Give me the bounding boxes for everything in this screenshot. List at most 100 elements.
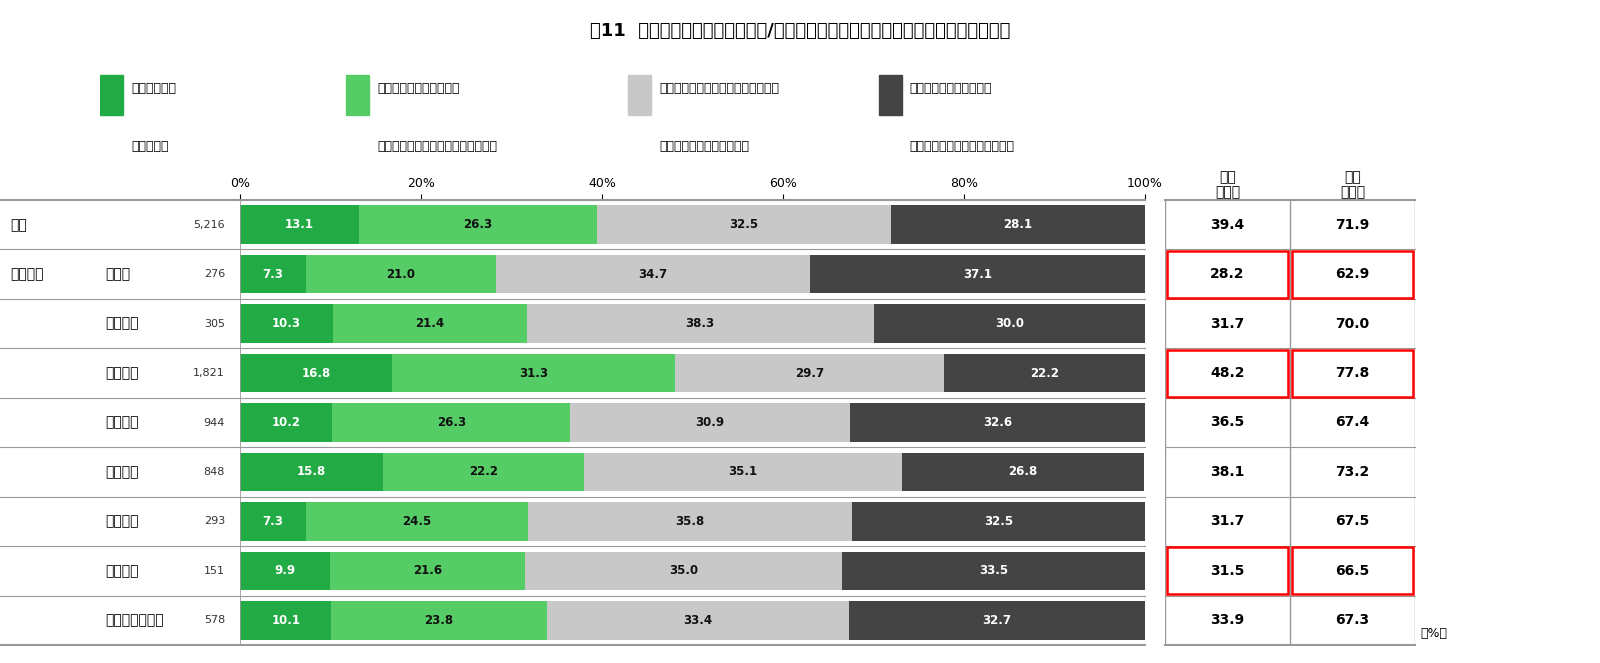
Bar [392, 354, 675, 392]
Text: 28.2: 28.2 [1210, 267, 1245, 281]
Text: 名称: 名称 [1344, 170, 1362, 184]
Text: 944: 944 [203, 418, 226, 428]
Text: 認知率: 認知率 [1339, 186, 1365, 200]
Text: 7.3: 7.3 [262, 515, 283, 528]
Text: 67.3: 67.3 [1336, 613, 1370, 627]
Bar [240, 206, 358, 244]
Bar [850, 601, 1146, 640]
Bar [944, 354, 1146, 392]
Text: 33.5: 33.5 [979, 564, 1008, 577]
Text: 35.1: 35.1 [728, 465, 757, 479]
Text: 77.8: 77.8 [1336, 366, 1370, 380]
Text: 71.9: 71.9 [1336, 217, 1370, 232]
Text: 16.8: 16.8 [301, 367, 331, 379]
Text: 北海道: 北海道 [106, 267, 130, 281]
Bar [878, 76, 901, 115]
Text: 37.1: 37.1 [963, 268, 992, 280]
Bar [240, 304, 333, 343]
Text: 知っている: 知っている [131, 141, 170, 153]
Text: 四国地方: 四国地方 [106, 564, 139, 578]
Text: 578: 578 [203, 615, 226, 625]
Text: 図11  エリア別、ダイバーシティ/ダイバーシティ＆インクルージョンに対する認知: 図11 エリア別、ダイバーシティ/ダイバーシティ＆インクルージョンに対する認知 [590, 22, 1010, 40]
Text: 67.5: 67.5 [1336, 514, 1370, 528]
Text: 31.7: 31.7 [1210, 317, 1245, 331]
Text: 22.2: 22.2 [1030, 367, 1059, 379]
Bar [850, 403, 1146, 442]
Text: 48.2: 48.2 [1210, 366, 1245, 380]
Text: 39.4: 39.4 [1210, 217, 1245, 232]
Bar [891, 206, 1146, 244]
Text: 23.8: 23.8 [424, 614, 454, 627]
Text: 意味や定義はなんとなく知っている: 意味や定義はなんとなく知っている [378, 141, 498, 153]
Text: 31.7: 31.7 [1210, 514, 1245, 528]
Bar [901, 453, 1144, 491]
Bar [1293, 547, 1413, 594]
Bar [99, 76, 123, 115]
Text: 276: 276 [203, 269, 226, 279]
Bar [330, 552, 525, 590]
Text: 正しいか確認はないが、: 正しいか確認はないが、 [378, 82, 459, 95]
Text: 32.6: 32.6 [982, 416, 1013, 429]
Bar [306, 255, 496, 294]
Bar [570, 403, 850, 442]
Bar [240, 453, 382, 491]
Text: 31.5: 31.5 [1210, 564, 1245, 578]
Text: 全体: 全体 [10, 217, 27, 232]
Text: 32.5: 32.5 [730, 218, 758, 231]
Bar [333, 403, 570, 442]
Text: 35.8: 35.8 [675, 515, 704, 528]
Text: 認知率: 認知率 [1214, 186, 1240, 200]
Bar [240, 502, 306, 540]
Text: 21.0: 21.0 [387, 268, 416, 280]
Text: 近畿地方: 近畿地方 [106, 465, 139, 479]
Text: 21.4: 21.4 [416, 317, 445, 330]
Bar [240, 552, 330, 590]
Bar [874, 304, 1146, 343]
Bar [240, 255, 306, 294]
Text: 30.0: 30.0 [995, 317, 1024, 330]
Bar [675, 354, 944, 392]
Bar [842, 552, 1146, 590]
Bar [240, 403, 333, 442]
Text: 15.8: 15.8 [298, 465, 326, 479]
Bar [331, 601, 547, 640]
Text: （%）: （%） [1421, 627, 1446, 640]
Text: 意味や定義までは知らない: 意味や定義までは知らない [659, 141, 749, 153]
Text: 意味や定義はわからず、: 意味や定義はわからず、 [910, 82, 992, 95]
Text: 21.6: 21.6 [413, 564, 442, 577]
Text: 10.2: 10.2 [272, 416, 301, 429]
Text: 62.9: 62.9 [1336, 267, 1370, 281]
Text: 九州・沖縄地方: 九州・沖縄地方 [106, 613, 163, 627]
Bar [382, 453, 584, 491]
Bar [1293, 251, 1413, 298]
Text: エリア別: エリア別 [10, 267, 43, 281]
Text: 33.4: 33.4 [683, 614, 712, 627]
Bar [525, 552, 842, 590]
Text: 10.3: 10.3 [272, 317, 301, 330]
Text: 34.7: 34.7 [638, 268, 667, 280]
Text: 36.5: 36.5 [1210, 416, 1245, 430]
Text: 5,216: 5,216 [194, 219, 226, 229]
Text: 26.3: 26.3 [437, 416, 466, 429]
Text: 151: 151 [205, 566, 226, 576]
Text: 66.5: 66.5 [1336, 564, 1370, 578]
Text: 言葉や名前を聞いたこともない: 言葉や名前を聞いたこともない [910, 141, 1014, 153]
Text: 26.3: 26.3 [462, 218, 493, 231]
Text: 22.2: 22.2 [469, 465, 498, 479]
Bar [240, 601, 331, 640]
Text: 33.9: 33.9 [1211, 613, 1245, 627]
Bar [306, 502, 528, 540]
Text: 9.9: 9.9 [274, 564, 296, 577]
Bar [1166, 547, 1288, 594]
Bar [528, 502, 851, 540]
Text: 70.0: 70.0 [1336, 317, 1370, 331]
Bar [1293, 349, 1413, 396]
Bar [496, 255, 810, 294]
Bar [547, 601, 850, 640]
Bar [346, 76, 368, 115]
Text: 38.1: 38.1 [1210, 465, 1245, 479]
Bar [810, 255, 1146, 294]
Text: 内容: 内容 [1219, 170, 1235, 184]
Text: 26.8: 26.8 [1008, 465, 1037, 479]
Text: 305: 305 [205, 319, 226, 329]
